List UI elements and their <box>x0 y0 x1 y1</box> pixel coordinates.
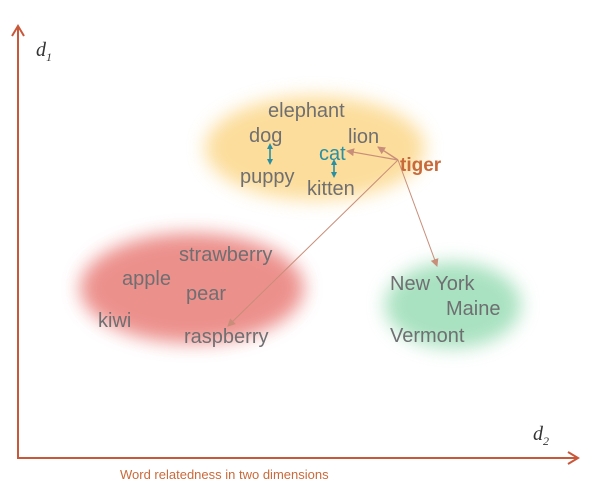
y-axis-label: d1 <box>36 39 52 64</box>
arrow-tiger-to-raspberry <box>227 159 399 327</box>
word-strawberry: strawberry <box>179 244 273 266</box>
animals-cluster <box>205 96 425 200</box>
word-raspberry: raspberry <box>184 326 269 348</box>
fruits-cluster <box>80 233 304 343</box>
places-cluster <box>385 262 521 348</box>
arrow-tiger-to-new-york <box>397 159 439 267</box>
word-kitten: kitten <box>307 178 355 200</box>
word-dog: dog <box>249 125 283 147</box>
arrow-tiger-to-lion <box>377 146 399 161</box>
word-apple: apple <box>122 268 171 290</box>
word-elephant: elephant <box>268 100 345 122</box>
word-pear: pear <box>186 283 227 305</box>
word-tiger: tiger <box>400 155 442 176</box>
word-vermont: Vermont <box>390 325 465 347</box>
diagram-caption: Word relatedness in two dimensions <box>120 467 329 482</box>
word-cat: cat <box>319 143 346 165</box>
x-axis-label: d2 <box>533 423 549 448</box>
word-lion: lion <box>348 126 380 148</box>
word-maine: Maine <box>446 298 501 320</box>
arrow-tiger-to-cat <box>346 148 399 161</box>
word-puppy: puppy <box>240 166 295 188</box>
word-kiwi: kiwi <box>98 310 132 332</box>
word-new-york: New York <box>390 273 475 295</box>
